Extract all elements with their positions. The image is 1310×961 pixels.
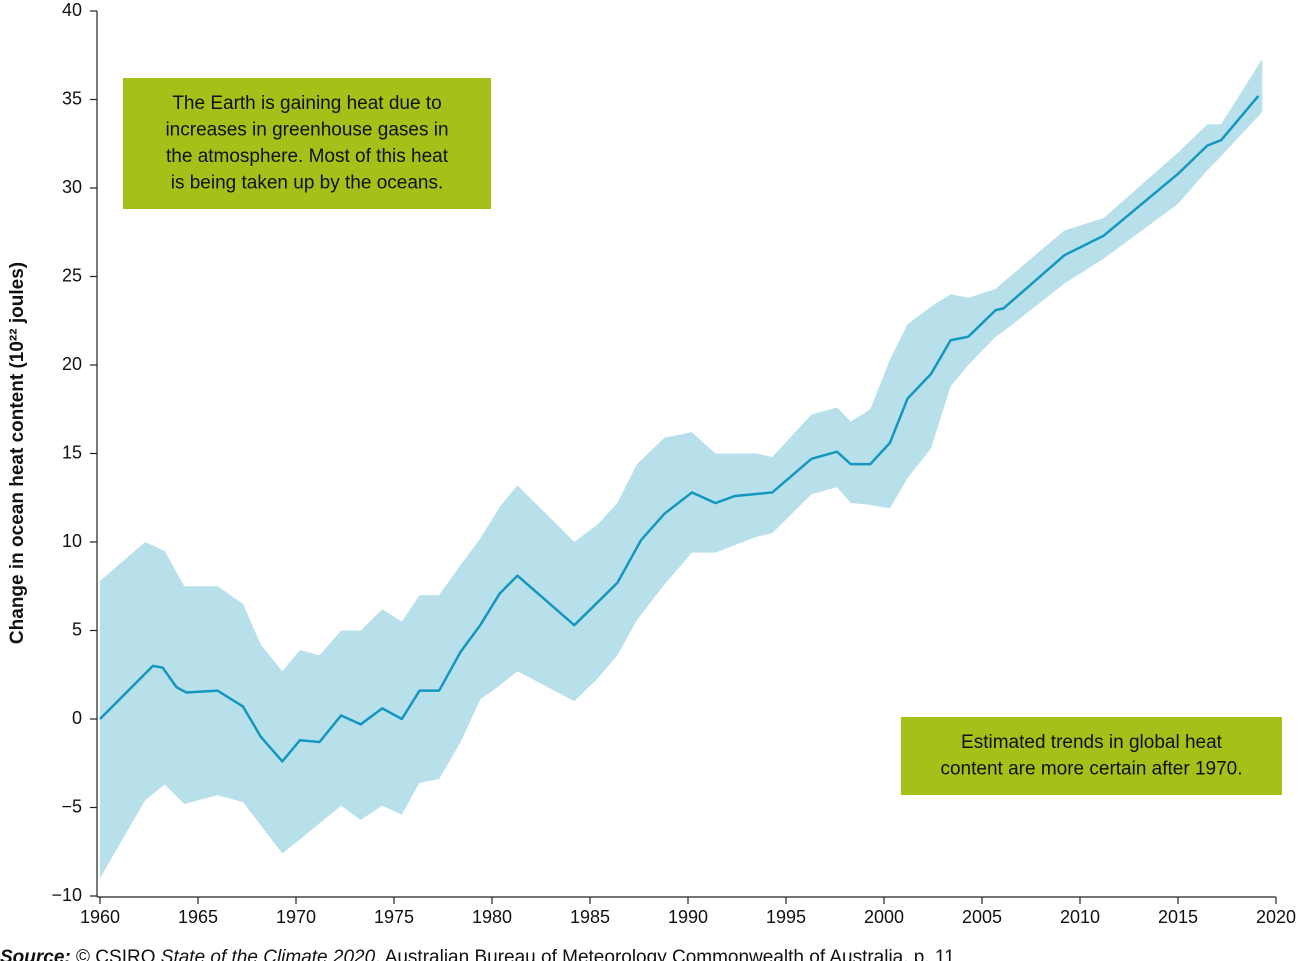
source-note: Source: © CSIRO State of the Climate 202… bbox=[0, 947, 955, 961]
y-tick-label: 30 bbox=[62, 177, 82, 197]
x-tick-label: 1970 bbox=[276, 907, 316, 927]
y-tick-label: 5 bbox=[72, 619, 82, 639]
x-tick-label: 1965 bbox=[178, 907, 218, 927]
x-tick-label: 1995 bbox=[766, 907, 806, 927]
x-tick-label: 1985 bbox=[570, 907, 610, 927]
x-tick-label: 2005 bbox=[962, 907, 1002, 927]
y-tick-label: 40 bbox=[62, 0, 82, 20]
y-tick-label: 0 bbox=[72, 708, 82, 728]
annotation-text: increases in greenhouse gases in bbox=[165, 119, 448, 140]
y-tick-label: 15 bbox=[62, 442, 82, 462]
source-title: State of the Climate 2020 bbox=[161, 947, 376, 961]
y-tick-label: −10 bbox=[51, 885, 82, 905]
x-tick-label: 1975 bbox=[374, 907, 414, 927]
x-tick-label: 2020 bbox=[1256, 907, 1296, 927]
y-tick-label: 35 bbox=[62, 88, 82, 108]
heat-content-line bbox=[99, 95, 1260, 763]
y-tick-label: −5 bbox=[61, 796, 82, 816]
x-tick-label: 1990 bbox=[668, 907, 708, 927]
annotation-text: The Earth is gaining heat due to bbox=[172, 93, 441, 114]
x-tick-label: 2000 bbox=[864, 907, 904, 927]
y-tick-label: 10 bbox=[62, 531, 82, 551]
y-tick-label: 20 bbox=[62, 354, 82, 374]
plot: −10 −5 0 5 10 15 20 25 30 35 40 1960 1965 1970 1975 198… bbox=[51, 0, 1296, 927]
y-axis-label: Change in ocean heat content (10²² joule… bbox=[7, 262, 28, 644]
annotation-text: Estimated trends in global heat bbox=[961, 732, 1223, 753]
x-tick-label: 2010 bbox=[1060, 907, 1100, 927]
x-tick-label: 1980 bbox=[472, 907, 512, 927]
x-tick-label: 2015 bbox=[1158, 907, 1198, 927]
source-label: Source: bbox=[0, 947, 71, 961]
annotation-box bbox=[901, 717, 1282, 795]
annotation-text: content are more certain after 1970. bbox=[940, 758, 1242, 779]
annotation-box bbox=[123, 78, 491, 209]
y-tick-label: 25 bbox=[62, 265, 82, 285]
annotation-text: the atmosphere. Most of this heat bbox=[166, 146, 449, 167]
x-tick-label: 1960 bbox=[80, 907, 120, 927]
annotation-text: is being taken up by the oceans. bbox=[171, 172, 444, 193]
source-text: © CSIRO bbox=[71, 947, 161, 961]
source-rest: , Australian Bureau of Meteorology Commo… bbox=[375, 947, 954, 961]
uncertainty-band bbox=[100, 58, 1263, 879]
